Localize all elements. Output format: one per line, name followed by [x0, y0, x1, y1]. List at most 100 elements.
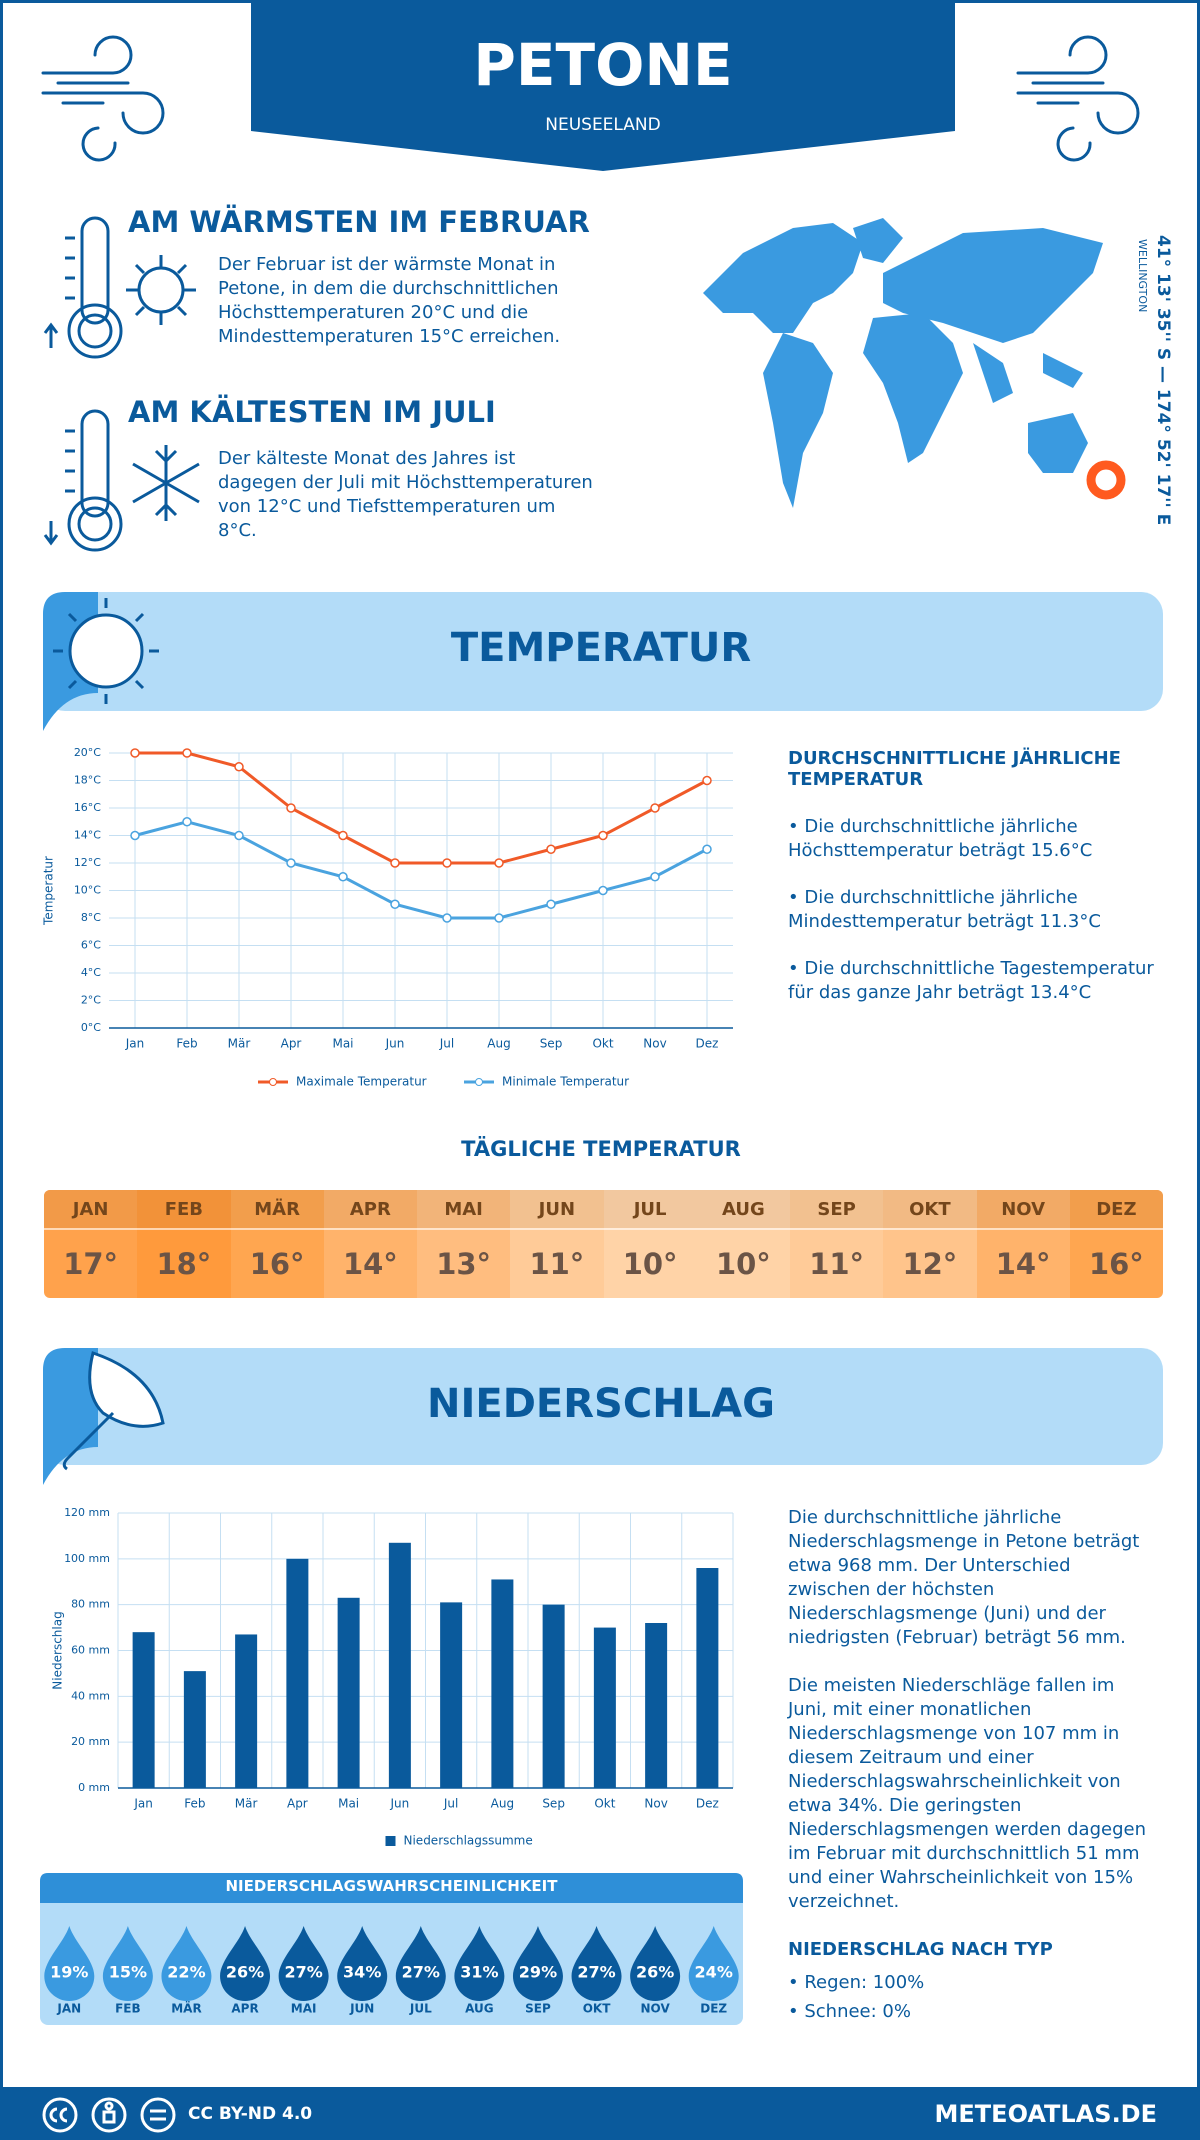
probability-header — [40, 1873, 743, 1903]
drop — [688, 1926, 739, 2001]
drop — [454, 1926, 505, 2001]
bar — [645, 1623, 668, 1788]
bar — [440, 1602, 463, 1788]
by-type-item: • Regen: 100% — [788, 1972, 925, 1993]
point — [546, 899, 556, 909]
point — [338, 872, 348, 882]
x-tick-label: Aug — [491, 1797, 514, 1811]
drop-value: 19% — [50, 1963, 88, 1982]
point — [234, 762, 244, 772]
x-tick-label: Mai — [338, 1797, 359, 1811]
drop — [278, 1926, 329, 2001]
x-tick-label: Jun — [390, 1797, 410, 1811]
point — [598, 830, 608, 841]
drop-value: 34% — [343, 1963, 381, 1982]
x-tick-label: Feb — [176, 1037, 197, 1051]
x-tick-label: Jul — [439, 1037, 454, 1051]
point — [702, 775, 712, 786]
legend-label: Niederschlagssumme — [404, 1834, 533, 1848]
y-tick-label: 12°C — [74, 856, 101, 869]
bar — [286, 1558, 309, 1788]
precipitation-banner — [43, 1348, 1163, 1465]
drop-month: JAN — [56, 2002, 81, 2016]
drop-value: 22% — [167, 1963, 205, 1982]
daily-cell: APR 14° — [323, 1190, 417, 1298]
drop-month: NOV — [641, 2002, 671, 2016]
drop — [630, 1926, 681, 2001]
daily-month: MAI — [417, 1190, 511, 1228]
drop-month: FEB — [115, 2002, 141, 2016]
bar — [132, 1632, 155, 1788]
x-tick-label: Mär — [228, 1037, 251, 1051]
y-tick-label: 0 mm — [78, 1781, 110, 1794]
license-icons — [42, 2097, 176, 2133]
y-tick-label: 80 mm — [71, 1598, 110, 1611]
annual-item: • Die durchschnittliche jährliche Höchst… — [788, 816, 1093, 861]
daily-value: 10° — [696, 1228, 790, 1298]
daily-value: 13° — [417, 1228, 511, 1298]
point — [338, 830, 348, 841]
coordinates: 41° 13' 35'' S — 174° 52' 17'' E — [1153, 235, 1173, 526]
y-tick-label: 60 mm — [71, 1644, 110, 1657]
daily-value: 11° — [790, 1228, 884, 1298]
x-tick-label: Jul — [443, 1797, 458, 1811]
drop-value: 31% — [460, 1963, 498, 1982]
daily-value: 18° — [137, 1228, 231, 1298]
daily-value: 16° — [230, 1228, 324, 1298]
x-tick-label: Jun — [385, 1037, 405, 1051]
point — [182, 817, 192, 827]
point — [286, 803, 296, 813]
drop-month: AUG — [465, 2002, 494, 2016]
y-tick-label: 40 mm — [71, 1689, 110, 1702]
drop-month: SEP — [525, 2002, 551, 2016]
drop — [161, 1926, 212, 2001]
coldest-text: Der kälteste Monat des Jahres ist dagege… — [218, 448, 593, 541]
section-title: NIEDERSCHLAG — [427, 1381, 775, 1427]
y-tick-label: 20 mm — [71, 1735, 110, 1748]
country: NEUSEELAND — [545, 115, 661, 135]
bar — [183, 1671, 206, 1788]
banner-corner — [43, 1348, 98, 1485]
daily-cell: JUN 11° — [510, 1190, 604, 1298]
drop-month: APR — [231, 2002, 258, 2016]
x-tick-label: Feb — [184, 1797, 205, 1811]
x-tick-label: Aug — [487, 1037, 510, 1051]
drop-value: 26% — [636, 1963, 674, 1982]
daily-month: JUL — [603, 1190, 697, 1228]
y-tick-label: 14°C — [74, 829, 101, 842]
drop-month: MAI — [291, 2002, 317, 2016]
y-tick-label: 16°C — [74, 801, 101, 814]
legend-label: Minimale Temperatur — [502, 1075, 629, 1089]
daily-month: FEB — [137, 1190, 231, 1228]
city-title: PETONE — [473, 31, 733, 99]
point — [286, 858, 296, 868]
daily-value: 12° — [883, 1228, 977, 1298]
daily-cell: FEB 18° — [137, 1190, 231, 1298]
location-marker — [1086, 460, 1126, 500]
by-type-title: NIEDERSCHLAG NACH TYP — [788, 1939, 1053, 1960]
daily-value: 16° — [1069, 1228, 1163, 1298]
warmest-title: AM WÄRMSTEN IM FEBRUAR — [128, 205, 590, 239]
point — [442, 858, 452, 868]
daily-cell: DEZ 16° — [1069, 1190, 1163, 1298]
daily-month: SEP — [790, 1190, 884, 1228]
legend-swatch — [385, 1836, 396, 1846]
license: CC BY-ND 4.0 — [188, 2104, 313, 2124]
drop — [571, 1926, 622, 2001]
point — [130, 748, 140, 758]
region: WELLINGTON — [1136, 239, 1149, 313]
annual-item: • Die durchschnittliche jährliche Mindes… — [788, 887, 1101, 932]
bar — [491, 1579, 514, 1788]
footer-band — [3, 2087, 1197, 2137]
bar — [593, 1627, 616, 1788]
line — [135, 751, 708, 865]
daily-value: 14° — [323, 1228, 417, 1298]
by-type-item: • Schnee: 0% — [788, 2001, 911, 2022]
drop-month: OKT — [583, 2002, 612, 2016]
drop-month: DEZ — [700, 2002, 727, 2016]
point — [390, 899, 400, 909]
point — [494, 913, 504, 923]
point — [702, 844, 712, 854]
x-tick-label: Mai — [332, 1037, 353, 1051]
daily-month: JUN — [510, 1190, 604, 1228]
